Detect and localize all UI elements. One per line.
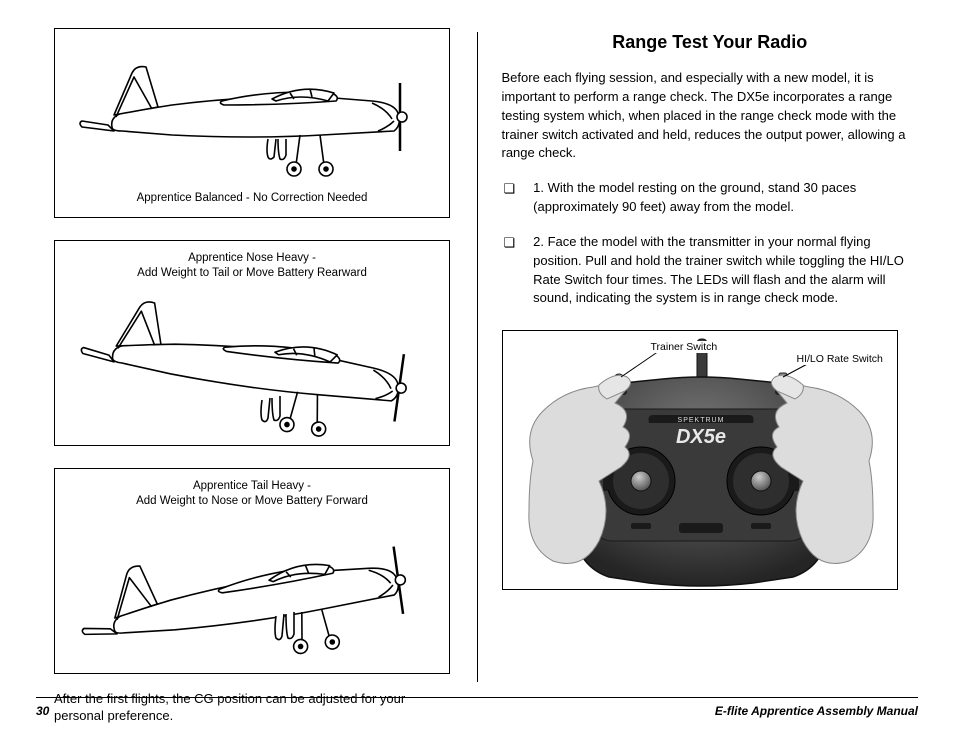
airplane-nose-heavy-icon — [72, 288, 432, 438]
label-trainer-switch: Trainer Switch — [651, 341, 718, 353]
section-title: Range Test Your Radio — [502, 32, 919, 53]
airplane-tail-heavy-icon — [72, 516, 432, 666]
checkbox-icon: ❏ — [504, 234, 516, 308]
figure-balanced: Apprentice Balanced - No Correction Need… — [54, 28, 450, 218]
column-divider — [477, 32, 478, 682]
manual-title: E-flite Apprentice Assembly Manual — [715, 704, 918, 718]
figure-transmitter: SPEKTRUM DX5e — [502, 330, 898, 590]
step-list: ❏ 1. With the model resting on the groun… — [502, 179, 919, 324]
page-number: 30 — [36, 704, 49, 718]
figure-tail-heavy: Apprentice Tail Heavy - Add Weight to No… — [54, 468, 450, 674]
caption-tail-heavy-l2: Add Weight to Nose or Move Battery Forwa… — [136, 495, 368, 507]
caption-tail-heavy: Apprentice Tail Heavy - Add Weight to No… — [65, 479, 439, 510]
manual-page: Apprentice Balanced - No Correction Need… — [0, 0, 954, 738]
label-hilo-switch: HI/LO Rate Switch — [797, 353, 883, 365]
transmitter-icon: SPEKTRUM DX5e — [503, 331, 899, 591]
right-column: Range Test Your Radio Before each flying… — [502, 28, 919, 718]
tx-brand-text: SPEKTRUM — [677, 417, 724, 424]
caption-nose-heavy-l2: Add Weight to Tail or Move Battery Rearw… — [137, 267, 367, 279]
step-1: ❏ 1. With the model resting on the groun… — [502, 179, 919, 217]
caption-tail-heavy-l1: Apprentice Tail Heavy - — [193, 480, 311, 492]
page-footer: 30 E-flite Apprentice Assembly Manual — [36, 697, 918, 718]
left-column: Apprentice Balanced - No Correction Need… — [36, 28, 453, 718]
tx-model-text: DX5e — [675, 426, 725, 448]
caption-nose-heavy: Apprentice Nose Heavy - Add Weight to Ta… — [65, 251, 439, 282]
step-2: ❏ 2. Face the model with the transmitter… — [502, 233, 919, 308]
airplane-balanced-icon — [72, 35, 432, 185]
step-2-text: 2. Face the model with the transmitter i… — [533, 233, 918, 308]
caption-balanced: Apprentice Balanced - No Correction Need… — [65, 191, 439, 207]
intro-paragraph: Before each flying session, and especial… — [502, 69, 919, 163]
step-1-text: 1. With the model resting on the ground,… — [533, 179, 918, 217]
caption-nose-heavy-l1: Apprentice Nose Heavy - — [188, 252, 316, 264]
figure-nose-heavy: Apprentice Nose Heavy - Add Weight to Ta… — [54, 240, 450, 446]
checkbox-icon: ❏ — [504, 180, 516, 217]
